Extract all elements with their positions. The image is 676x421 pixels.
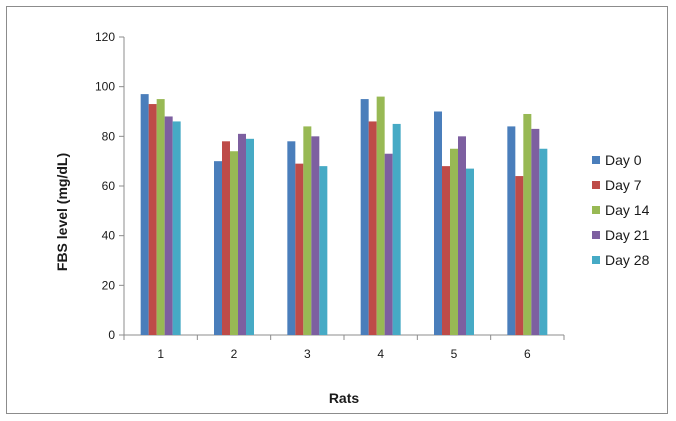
x-tick-label: 6 [524,347,531,361]
bar-day-28-rat-1 [172,121,181,335]
bar-day-21-rat-3 [311,136,320,335]
x-tick-label: 3 [304,347,311,361]
legend-swatch [592,256,600,264]
bar-day-7-rat-6 [515,176,524,335]
legend-label: Day 7 [605,177,642,193]
bar-day-21-rat-4 [384,153,393,335]
y-tick-label: 20 [102,278,116,292]
bar-day-0-rat-4 [360,99,369,335]
y-tick-label: 100 [95,80,115,94]
bar-day-0-rat-6 [507,126,516,336]
bar-day-14-rat-1 [156,99,165,335]
bar-day-7-rat-2 [222,141,230,335]
bar-day-28-rat-5 [466,168,474,335]
bar-day-7-rat-4 [368,121,377,335]
bar-day-0-rat-1 [140,94,149,335]
bar-day-28-rat-3 [319,166,328,335]
bar-day-21-rat-2 [238,133,246,335]
legend: Day 0 Day 7 Day 14 Day 21 Day 28 [592,152,650,268]
x-axis-title: Rats [329,390,360,406]
y-tick-label: 60 [102,179,116,193]
bar-day-7-rat-3 [295,163,304,335]
x-tick-label: 1 [157,347,164,361]
bar-day-28-rat-4 [392,123,401,336]
bar-day-28-rat-2 [246,138,254,335]
legend-label: Day 28 [605,252,650,268]
x-axis: 1 2 3 4 5 6 [123,334,565,361]
bar-day-14-rat-3 [303,126,312,336]
bar-day-14-rat-2 [230,151,238,335]
bar-day-14-rat-5 [450,148,458,335]
bar-day-28-rat-6 [539,148,548,335]
bar-day-7-rat-5 [442,166,450,335]
x-tick-label: 2 [231,347,238,361]
legend-swatch [592,231,600,239]
chart-frame [6,6,668,414]
bar-day-14-rat-4 [376,96,385,335]
y-tick-label: 80 [102,129,116,143]
y-tick-label: 120 [95,30,115,44]
legend-label: Day 0 [605,152,642,168]
bar-day-0-rat-5 [434,111,442,335]
legend-swatch [592,181,600,189]
legend-swatch [592,156,600,164]
bar-day-21-rat-5 [458,136,466,335]
y-tick-label: 0 [108,328,115,342]
x-tick-label: 4 [377,347,384,361]
bar-day-21-rat-6 [531,128,540,335]
y-axis: 0 20 40 60 80 100 120 [95,30,125,342]
bar-day-7-rat-1 [148,104,157,335]
legend-swatch [592,206,600,214]
bar-day-0-rat-3 [287,141,296,335]
bar-day-14-rat-6 [523,113,532,335]
legend-label: Day 14 [605,202,650,218]
bars [140,94,548,336]
x-tick-label: 5 [451,347,458,361]
bar-day-0-rat-2 [214,161,222,335]
y-tick-label: 40 [102,229,116,243]
y-axis-title: FBS level (mg/dL) [54,153,70,271]
legend-label: Day 21 [605,227,650,243]
bar-day-21-rat-1 [164,116,173,335]
